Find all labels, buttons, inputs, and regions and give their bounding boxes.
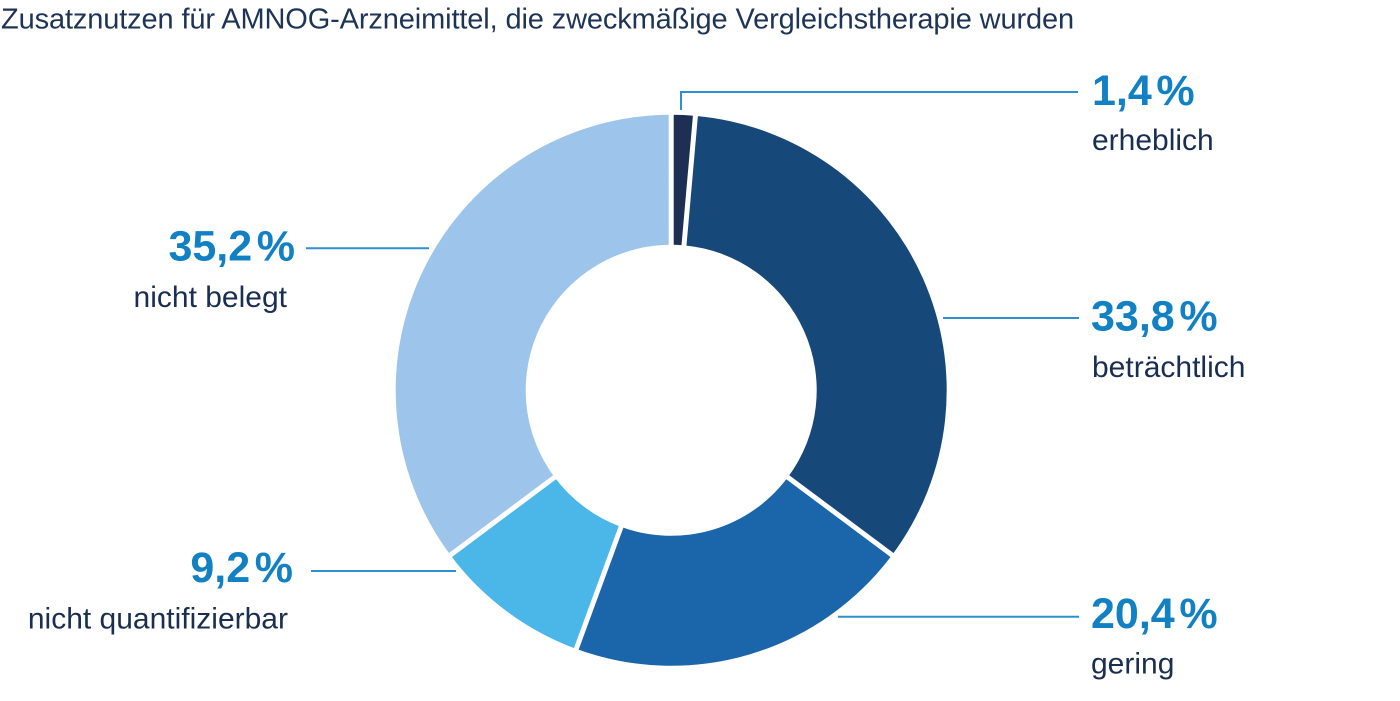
svg-text:erheblich: erheblich xyxy=(1092,124,1214,157)
svg-text:20,4 %: 20,4 % xyxy=(1091,590,1218,638)
svg-text:1,4 %: 1,4 % xyxy=(1092,67,1195,115)
svg-text:Zusatznutzen für AMNOG-Arzneim: Zusatznutzen für AMNOG-Arzneimittel, die… xyxy=(1,3,1074,35)
svg-text:33,8 %: 33,8 % xyxy=(1091,293,1218,341)
svg-text:9,2 %: 9,2 % xyxy=(190,544,293,592)
svg-text:nicht belegt: nicht belegt xyxy=(134,281,288,314)
svg-text:35,2 %: 35,2 % xyxy=(168,223,295,271)
svg-text:beträchtlich: beträchtlich xyxy=(1092,351,1245,384)
svg-text:gering: gering xyxy=(1091,647,1174,680)
svg-text:nicht quantifizierbar: nicht quantifizierbar xyxy=(28,603,288,636)
